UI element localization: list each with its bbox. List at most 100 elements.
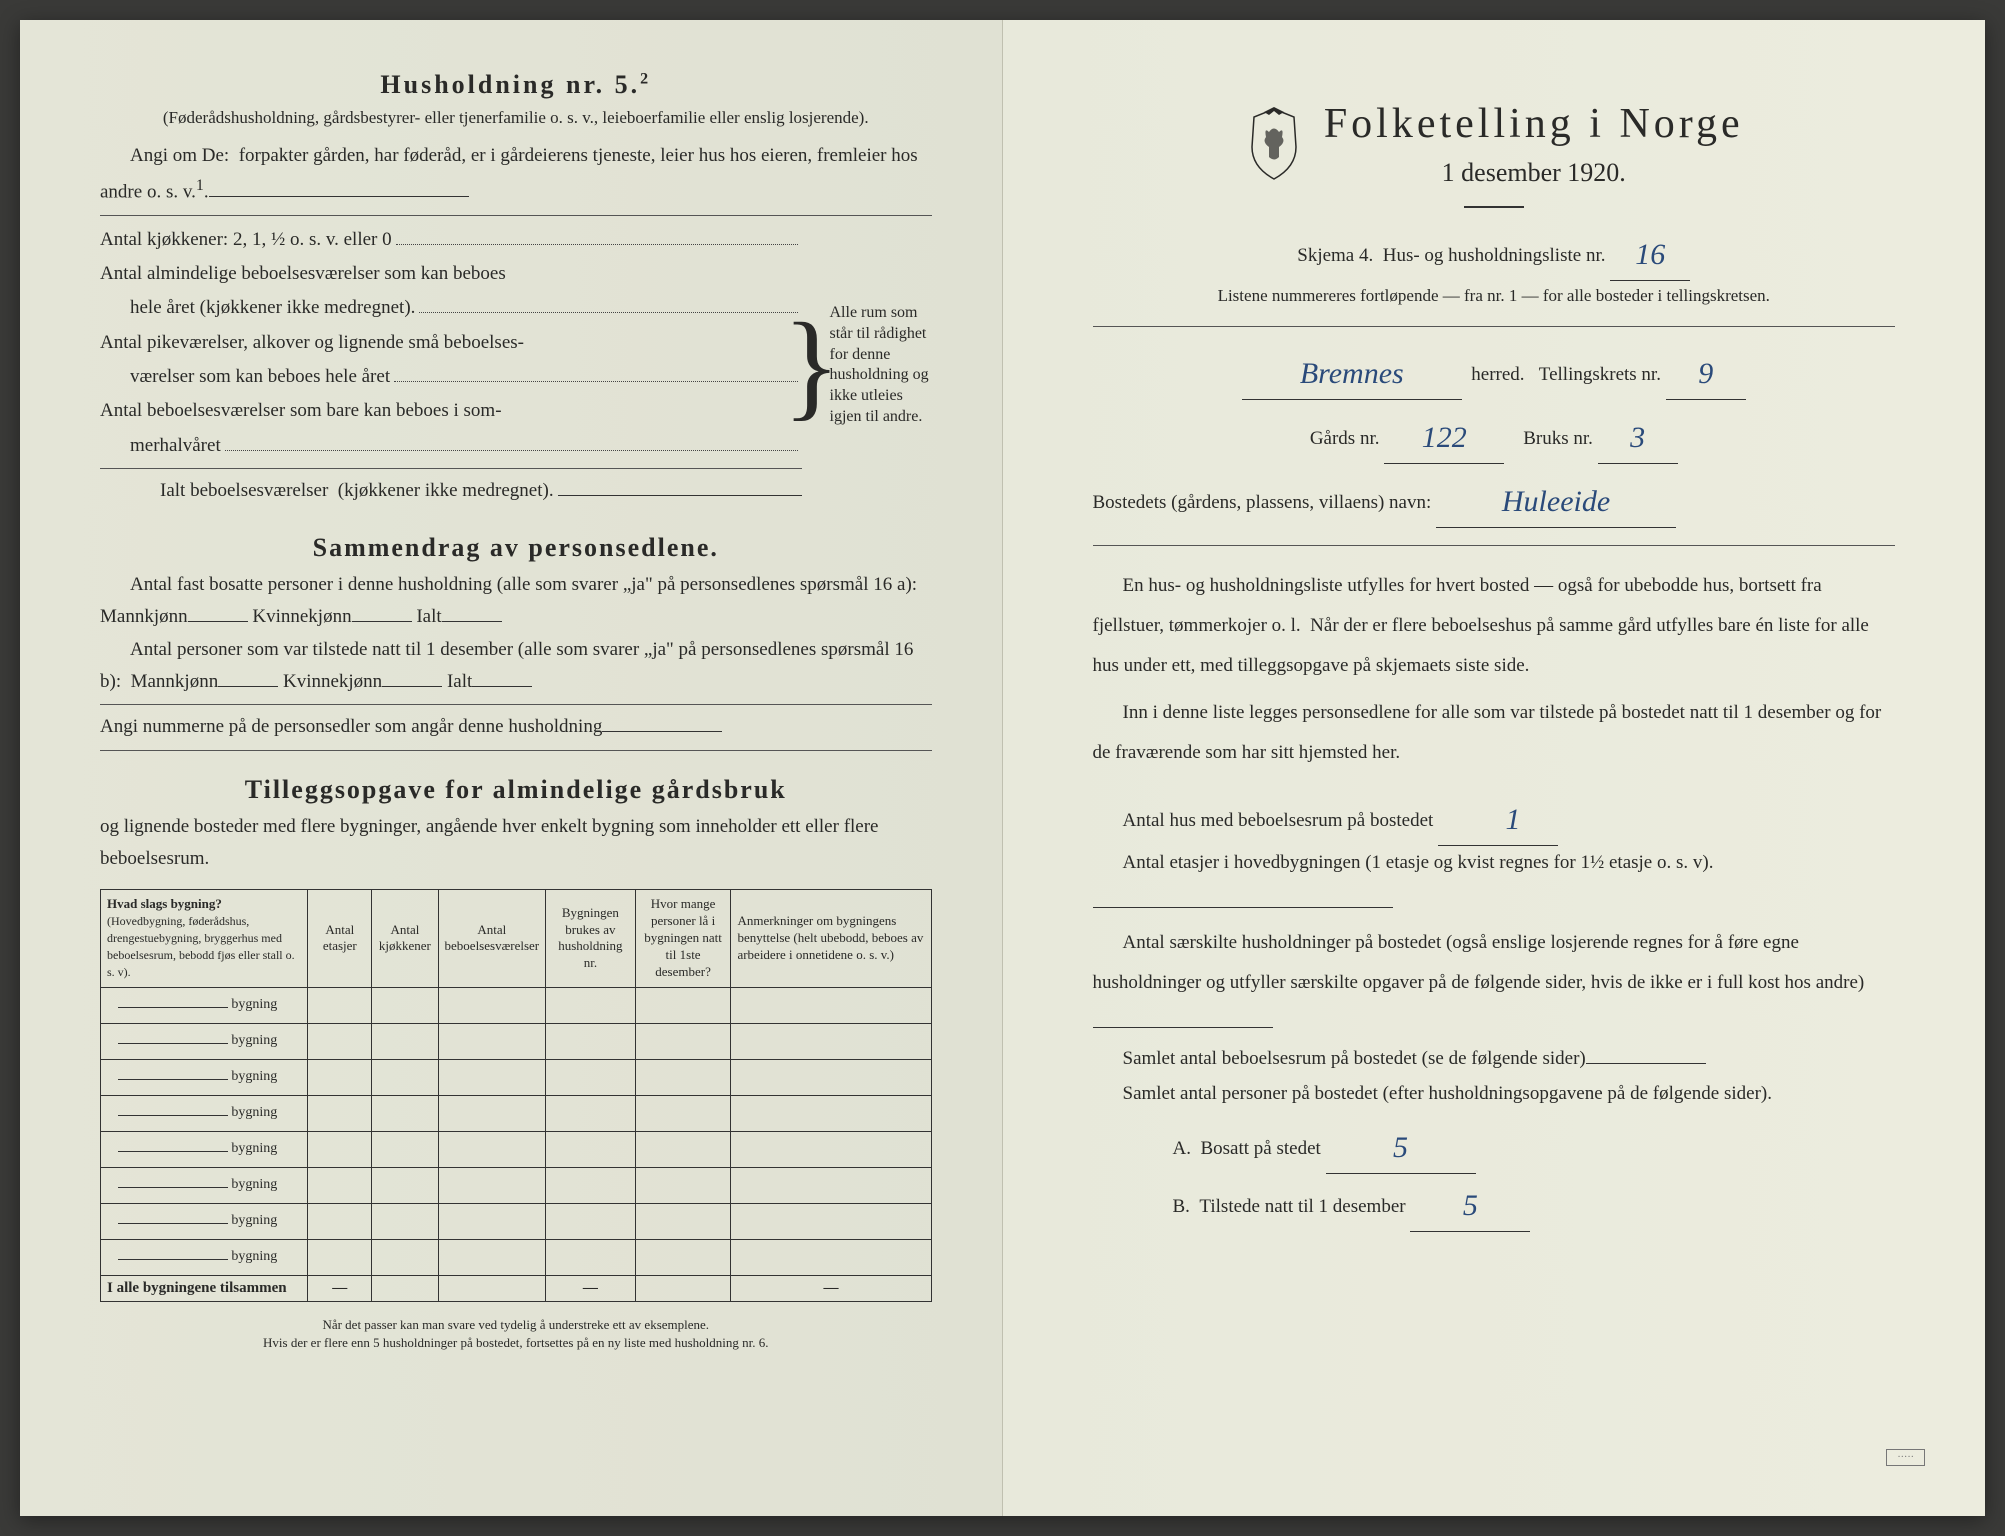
q4-line: Samlet antal beboelsesrum på bostedet (s…	[1093, 1043, 1896, 1075]
skjema-line: Skjema 4. Hus- og husholdningsliste nr. …	[1093, 226, 1896, 278]
right-page: Folketelling i Norge 1 desember 1920. Sk…	[1003, 20, 1986, 1516]
h5-subtitle: (Føderådshusholdning, gårdsbestyrer- ell…	[100, 106, 932, 130]
th1: Hvad slags bygning? (Hovedbygning, føder…	[101, 890, 308, 987]
th7: Anmerkninger om bygningens benyttelse (h…	[731, 890, 931, 987]
ialt-rooms: Ialt beboelsesværelser (kjøkkener ikke m…	[160, 475, 554, 507]
bosted-line: Bostedets (gårdens, plassens, villaens) …	[1093, 473, 1896, 525]
qA-line: A. Bosatt på stedet 5	[1093, 1119, 1896, 1171]
tfoot-dash1: —	[308, 1275, 372, 1301]
tilstede-line: Antal personer som var tilstede natt til…	[100, 634, 932, 699]
husholdning-title: Husholdning nr. 5.2	[100, 70, 932, 100]
q4-label: Samlet antal beboelsesrum på bostedet (s…	[1123, 1048, 1586, 1069]
q1-label: Antal hus med beboelsesrum på bostedet	[1123, 810, 1434, 831]
bygning-cell: bygning	[101, 1023, 308, 1059]
coat-of-arms-icon	[1244, 107, 1304, 182]
th3: Antal kjøkkener	[372, 890, 438, 987]
main-title: Folketelling i Norge	[1324, 100, 1744, 148]
alm2: hele året (kjøkkener ikke medregnet).	[130, 292, 415, 324]
qA-label: A. Bosatt på stedet	[1173, 1138, 1321, 1159]
sammendrag-title: Sammendrag av personsedlene.	[100, 533, 932, 563]
h5-sup: 2	[640, 70, 651, 87]
tfoot-dash2: —	[546, 1275, 636, 1301]
angi-text: Angi om De: forpakter gården, har føderå…	[100, 145, 918, 203]
qB-value: 5	[1410, 1180, 1530, 1232]
q1-line: Antal hus med beboelsesrum på bostedet 1	[1093, 791, 1896, 843]
bosted-label: Bostedets (gårdens, plassens, villaens) …	[1093, 492, 1432, 513]
gards-label: Gårds nr.	[1310, 428, 1380, 449]
table-row: bygning	[101, 1059, 932, 1095]
tfoot-dash3: —	[731, 1275, 931, 1301]
table-row: bygning	[101, 1167, 932, 1203]
bygning-cell: bygning	[101, 1131, 308, 1167]
ialt1: Ialt	[416, 606, 441, 627]
brace-text: Alle rum som står til rådighet for denne…	[822, 222, 932, 509]
th1a: Hvad slags bygning?	[107, 896, 222, 911]
angi-num-text: Angi nummerne på de personsedler som ang…	[100, 716, 602, 737]
para2: Inn i denne liste legges personsedlene f…	[1093, 693, 1896, 773]
qA-value: 5	[1326, 1122, 1476, 1174]
table-row: bygning	[101, 1203, 932, 1239]
pike2: værelser som kan beboes hele året	[130, 361, 390, 393]
main-subtitle: 1 desember 1920.	[1324, 158, 1744, 188]
q3-line: Antal særskilte husholdninger på bostede…	[1093, 923, 1896, 1043]
q1-value: 1	[1438, 794, 1558, 846]
bygning-cell: bygning	[101, 1167, 308, 1203]
th6: Hvor mange personer lå i bygningen natt …	[635, 890, 731, 987]
skjema-value: 16	[1610, 229, 1690, 281]
q2-line: Antal etasjer i hovedbygningen (1 etasje…	[1093, 843, 1896, 923]
left-page: Husholdning nr. 5.2 (Føderådshusholdning…	[20, 20, 1003, 1516]
kv1: Kvinnekjønn	[252, 606, 351, 627]
table-row: bygning	[101, 987, 932, 1023]
h5-title-text: Husholdning nr. 5.	[380, 70, 640, 99]
sommer2: merhalvåret	[130, 430, 221, 462]
bygning-cell: bygning	[101, 1095, 308, 1131]
fast-bosatte: Antal fast bosatte personer i denne hush…	[100, 569, 932, 634]
bruks-label: Bruks nr.	[1523, 428, 1593, 449]
qB-label: B. Tilstede natt til 1 desember	[1173, 1196, 1406, 1217]
table-row: bygning	[101, 1239, 932, 1275]
sommer1: Antal beboelsesværelser som bare kan beb…	[100, 395, 502, 427]
bygning-cell: bygning	[101, 987, 308, 1023]
tilstede-text: Antal personer som var tilstede natt til…	[100, 639, 913, 692]
gards-line: Gårds nr. 122 Bruks nr. 3	[1093, 409, 1896, 461]
table-row: bygning	[101, 1131, 932, 1167]
herred-line: Bremnes herred. Tellingskrets nr. 9	[1093, 345, 1896, 397]
fast-text: Antal fast bosatte personer i denne hush…	[100, 574, 922, 627]
angi-nummerne: Angi nummerne på de personsedler som ang…	[100, 711, 932, 743]
bygning-table: Hvad slags bygning? (Hovedbygning, føder…	[100, 889, 932, 1301]
listene: Listene nummereres fortløpende — fra nr.…	[1093, 284, 1896, 308]
left-footnote: Når det passer kan man svare ved tydelig…	[100, 1316, 932, 1352]
bygning-cell: bygning	[101, 1239, 308, 1275]
kjokken-line: Antal kjøkkener: 2, 1, ½ o. s. v. eller …	[100, 224, 392, 256]
q5-line: Samlet antal personer på bostedet (efter…	[1093, 1075, 1896, 1113]
tillegg-sub: og lignende bosteder med flere bygninger…	[100, 811, 932, 876]
herred-label: herred. Tellingskrets nr.	[1471, 364, 1661, 385]
krets-value: 9	[1666, 348, 1746, 400]
th2: Antal etasjer	[308, 890, 372, 987]
q3-label: Antal særskilte husholdninger på bostede…	[1093, 932, 1865, 993]
angi-line: Angi om De: forpakter gården, har føderå…	[100, 140, 932, 209]
brace-icon: }	[802, 222, 822, 509]
tfoot-label: I alle bygningene tilsammen	[101, 1275, 308, 1301]
bruks-value: 3	[1598, 412, 1678, 464]
para1: En hus- og husholdningsliste utfylles fo…	[1093, 566, 1896, 686]
printer-stamp: ·····	[1886, 1449, 1925, 1466]
th5: Bygningen brukes av husholdning nr.	[546, 890, 636, 987]
q2-label: Antal etasjer i hovedbygningen (1 etasje…	[1123, 852, 1714, 873]
qB-line: B. Tilstede natt til 1 desember 5	[1093, 1177, 1896, 1229]
table-row: bygning	[101, 1023, 932, 1059]
ialt2: Ialt	[447, 671, 472, 692]
alm1: Antal almindelige beboelsesværelser som …	[100, 258, 506, 290]
bygning-cell: bygning	[101, 1203, 308, 1239]
bygning-cell: bygning	[101, 1059, 308, 1095]
herred-value: Bremnes	[1242, 348, 1462, 400]
th1b: (Hovedbygning, føderådshus, drengestueby…	[107, 914, 295, 979]
th4: Antal beboelsesværelser	[438, 890, 546, 987]
tillegg-title: Tilleggsopgave for almindelige gårdsbruk	[100, 775, 932, 805]
rooms-section: Antal kjøkkener: 2, 1, ½ o. s. v. eller …	[100, 222, 932, 509]
table-row: bygning	[101, 1095, 932, 1131]
pike1: Antal pikeværelser, alkover og lignende …	[100, 327, 524, 359]
skjema-label: Skjema 4. Hus- og husholdningsliste nr.	[1297, 245, 1605, 266]
angi-sup: 1	[196, 177, 204, 194]
gards-value: 122	[1384, 412, 1504, 464]
